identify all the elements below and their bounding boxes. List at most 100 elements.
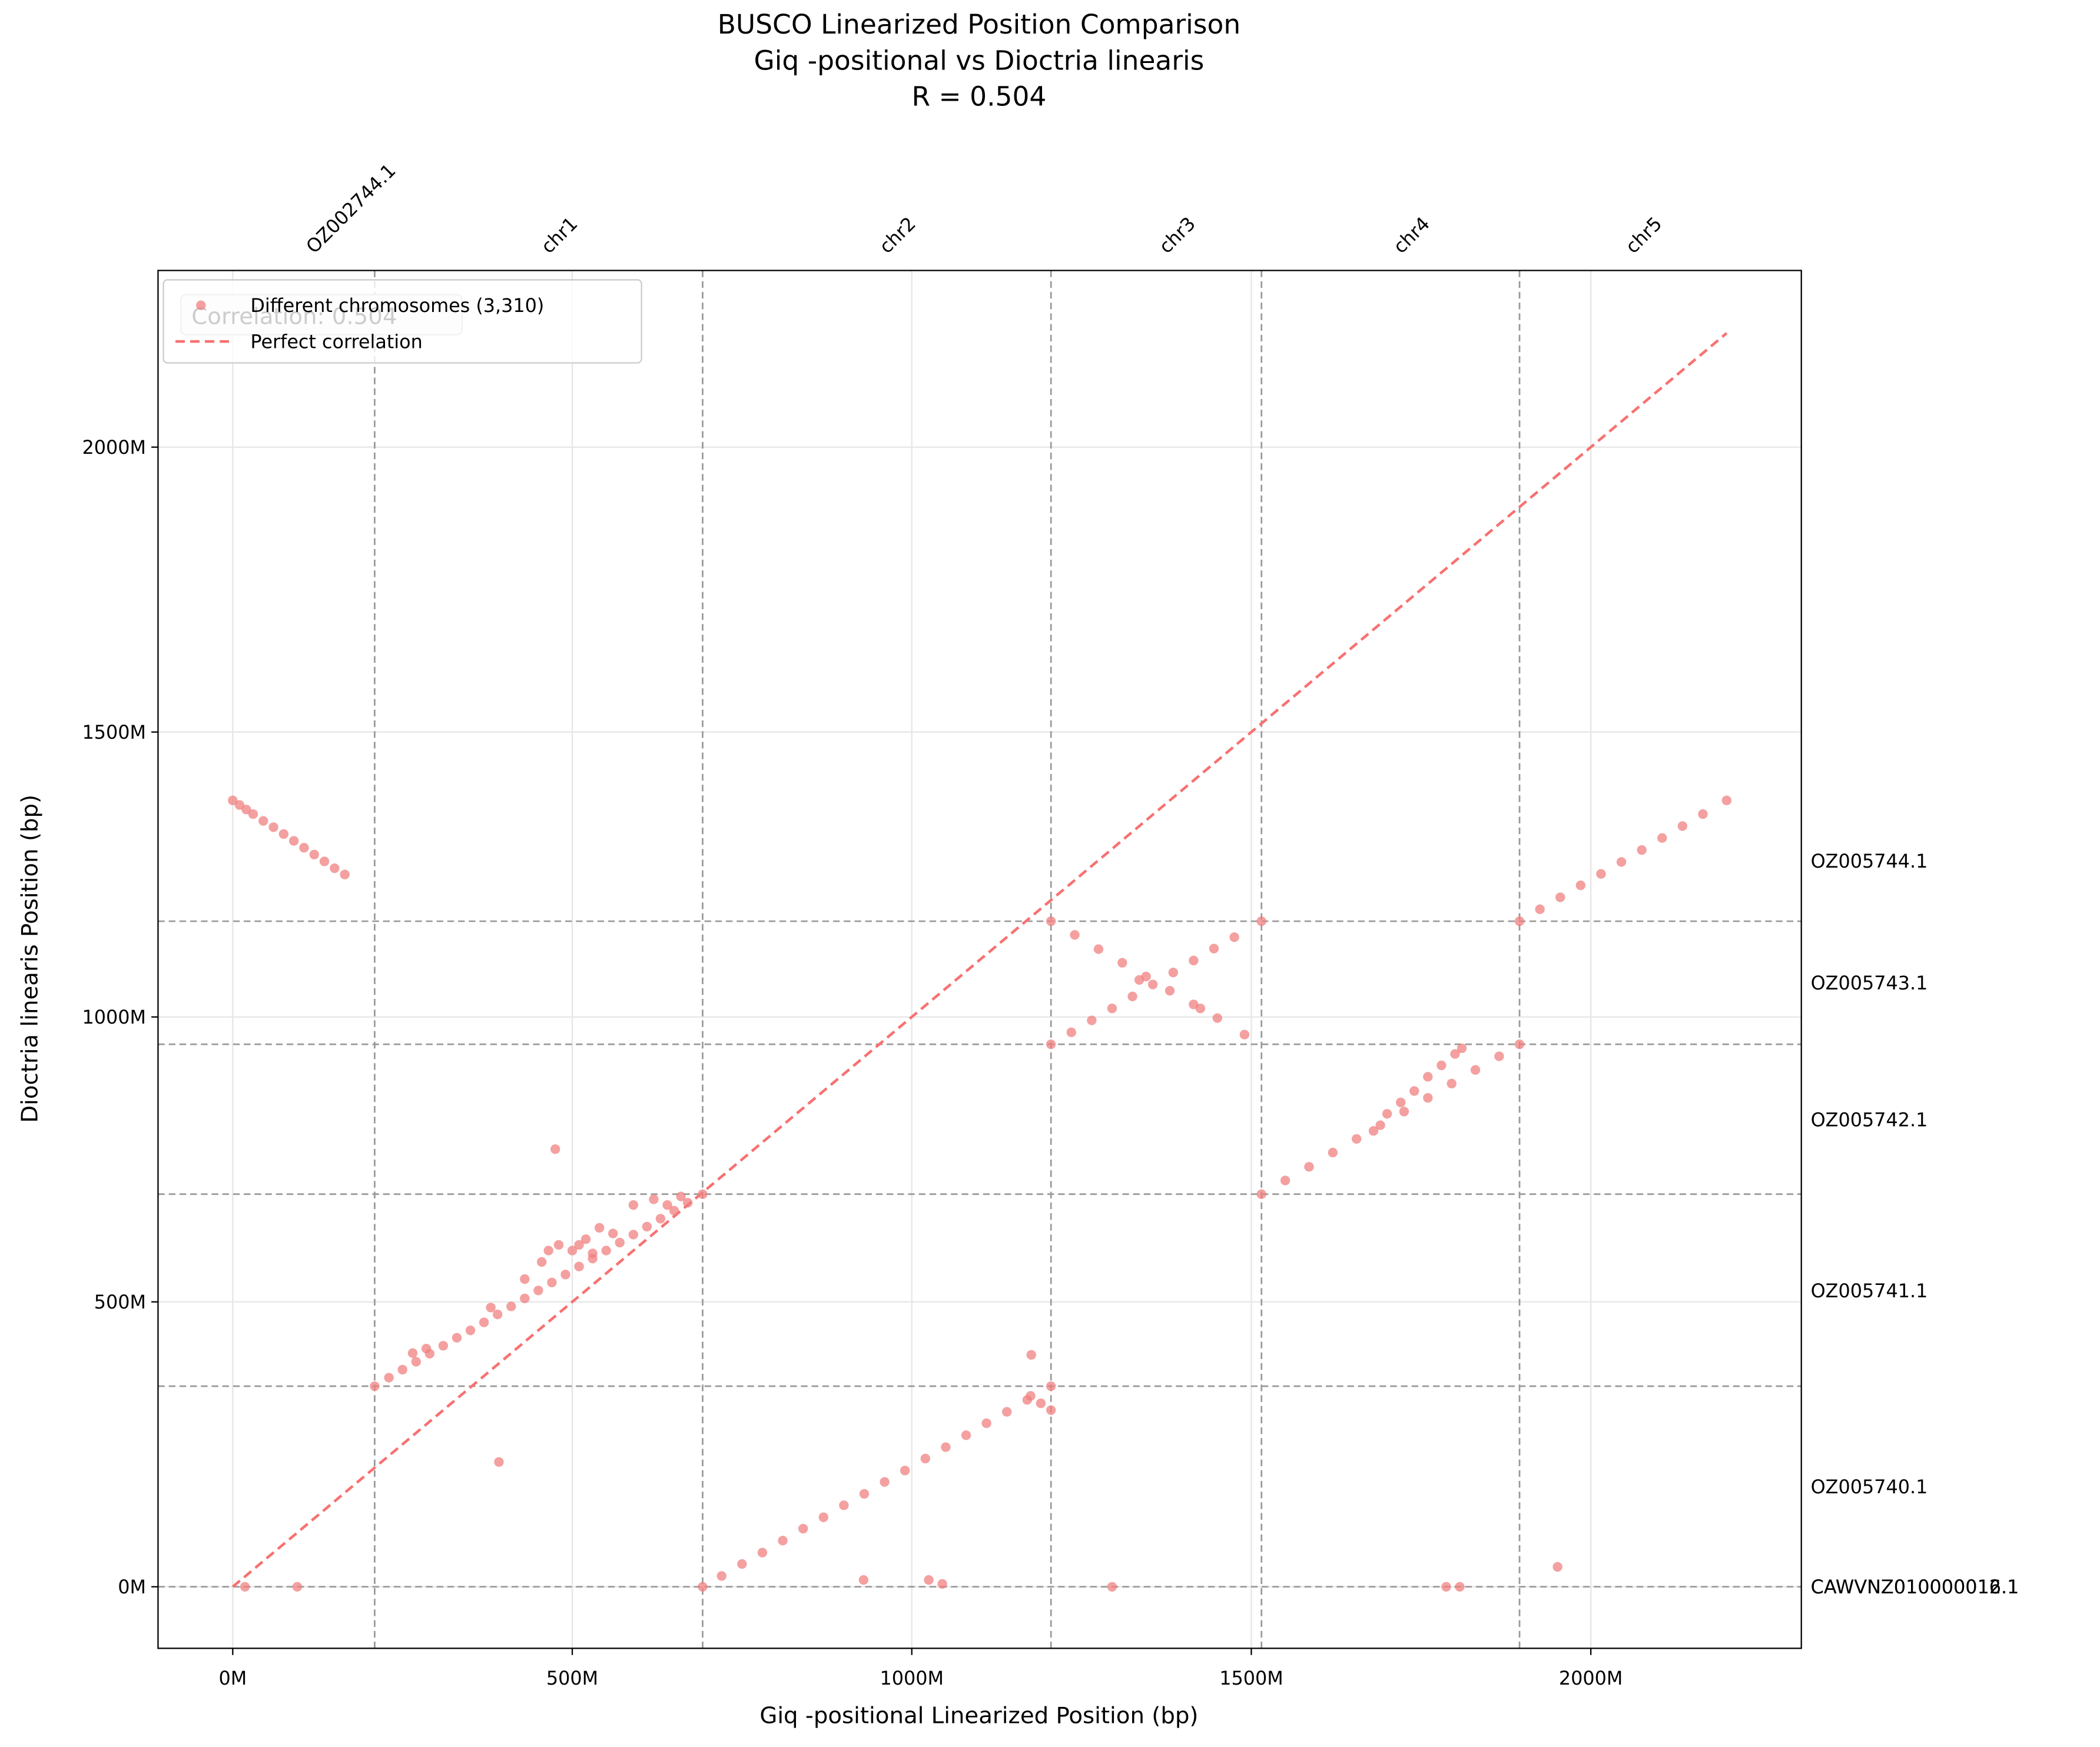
point (438, 1341, 449, 1351)
point (1441, 1582, 1451, 1592)
point (248, 809, 258, 819)
point (330, 863, 340, 874)
point (1552, 1562, 1562, 1572)
point (1514, 916, 1525, 926)
point (536, 1257, 547, 1267)
point (1596, 869, 1606, 879)
y-tick-label: 0M (118, 1576, 146, 1598)
point (1036, 1398, 1046, 1409)
point (642, 1221, 652, 1232)
point (486, 1303, 496, 1313)
point (1395, 1097, 1406, 1108)
point (676, 1191, 686, 1201)
point (567, 1246, 578, 1256)
point (669, 1205, 679, 1216)
point (1304, 1162, 1314, 1172)
point (1535, 904, 1545, 914)
point (1134, 975, 1144, 985)
point (1107, 1582, 1117, 1592)
point (1382, 1109, 1392, 1119)
point (1107, 1003, 1117, 1014)
chart-title: Giq -positional vs Dioctria linearis (754, 45, 1205, 76)
point (698, 1582, 708, 1592)
point (1637, 845, 1647, 855)
point (494, 1457, 504, 1467)
point (594, 1223, 605, 1233)
point (1046, 1381, 1056, 1391)
point (1209, 944, 1219, 954)
y-tick-label: 1500M (82, 721, 146, 743)
point (588, 1248, 598, 1258)
point (1352, 1134, 1362, 1144)
point (1721, 795, 1732, 806)
point (520, 1274, 530, 1284)
point (506, 1301, 516, 1311)
right-chrom-label: CAWVNZ010000016.1 (1811, 1576, 2019, 1598)
point (1168, 968, 1178, 978)
point (574, 1261, 584, 1271)
point (1229, 932, 1239, 942)
y-axis-label: Dioctria linearis Position (bp) (17, 795, 44, 1123)
chart-title: BUSCO Linearized Position Comparison (718, 9, 1240, 40)
point (421, 1343, 432, 1354)
point (560, 1270, 570, 1280)
point (941, 1442, 951, 1452)
legend-label: Different chromosomes (3,310) (250, 294, 544, 317)
legend-label: Perfect correlation (250, 330, 422, 353)
y-tick-label: 2000M (82, 436, 146, 459)
point (1375, 1120, 1385, 1130)
point (574, 1240, 584, 1250)
legend-marker (196, 300, 206, 310)
point (716, 1571, 726, 1581)
point (288, 836, 299, 846)
point (1046, 1039, 1056, 1049)
point (662, 1200, 672, 1210)
right-chrom-label: OZ005742.1 (1811, 1108, 1928, 1131)
point (1514, 1039, 1525, 1049)
point (319, 856, 330, 866)
point (1256, 916, 1266, 926)
point (1698, 809, 1708, 819)
point (397, 1364, 407, 1375)
point (1189, 955, 1199, 966)
point (1002, 1407, 1012, 1417)
point (1368, 1126, 1379, 1136)
point (839, 1500, 849, 1510)
point (1046, 1405, 1056, 1415)
point (757, 1547, 768, 1557)
point (1147, 979, 1158, 989)
point (818, 1512, 828, 1522)
point (547, 1277, 557, 1288)
point (1087, 1015, 1097, 1025)
point (309, 849, 319, 859)
point (550, 1144, 560, 1154)
point (1239, 1029, 1250, 1039)
point (937, 1579, 947, 1589)
plot-frame (157, 270, 1802, 1649)
point (880, 1477, 890, 1487)
point (1117, 958, 1127, 968)
point (1212, 1013, 1222, 1023)
point (981, 1418, 991, 1429)
point (1256, 1189, 1266, 1199)
x-tick-label: 2000M (1559, 1667, 1623, 1689)
point (292, 1582, 303, 1592)
point (492, 1309, 503, 1320)
y-tick-label: 500M (94, 1291, 146, 1313)
point (682, 1198, 693, 1208)
point (1399, 1107, 1409, 1117)
reference-line (231, 332, 1728, 1588)
point (452, 1333, 462, 1343)
point (278, 829, 289, 839)
point (655, 1214, 666, 1224)
point (1423, 1072, 1433, 1082)
point (1328, 1147, 1338, 1158)
point (858, 1575, 869, 1585)
point (1657, 833, 1667, 843)
point (924, 1575, 934, 1585)
point (1455, 1582, 1465, 1592)
point (340, 869, 350, 879)
point (1195, 1003, 1206, 1014)
